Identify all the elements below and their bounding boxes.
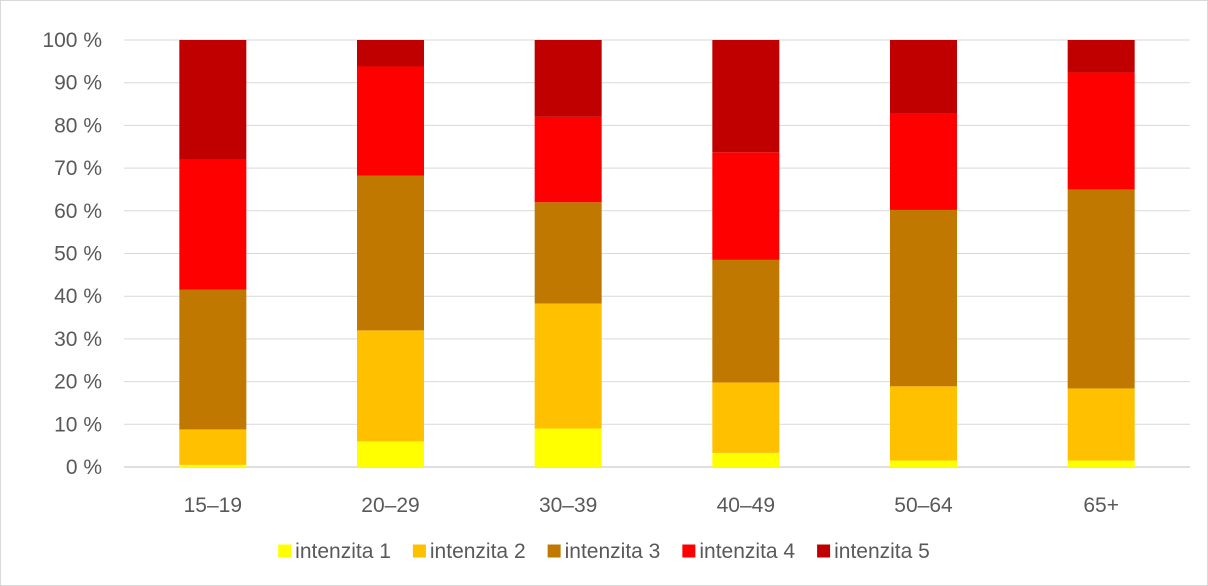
bar-segment-intenzita-2-20–29	[357, 330, 424, 442]
gridlines	[124, 39, 1190, 468]
bar-segment-intenzita-5-65+	[1067, 40, 1135, 73]
x-tick-label: 20–29	[361, 494, 419, 517]
legend-label: intenzita 3	[565, 540, 661, 563]
bar-segment-intenzita-1-20–29	[357, 441, 424, 467]
bar-segment-intenzita-1-65+	[1067, 460, 1135, 467]
bar-segment-intenzita-4-40–49	[712, 152, 780, 260]
legend-swatch	[682, 544, 696, 558]
x-tick-label: 30–39	[539, 494, 597, 517]
y-tick-label: 40 %	[54, 285, 102, 308]
y-tick-label: 30 %	[54, 328, 102, 351]
bar-segment-intenzita-2-40–49	[712, 382, 780, 453]
y-tick-label: 60 %	[54, 200, 102, 223]
y-tick-label: 80 %	[54, 114, 102, 137]
x-tick-label: 40–49	[717, 494, 775, 517]
legend-swatch	[278, 544, 292, 558]
x-tick-label: 65+	[1083, 494, 1119, 517]
y-tick-label: 50 %	[54, 243, 102, 266]
bar-segment-intenzita-1-30–39	[534, 428, 602, 467]
bar-segment-intenzita-2-50–64	[890, 386, 957, 461]
bar-segment-intenzita-3-65+	[1067, 189, 1135, 389]
x-tick-label: 15–19	[184, 494, 242, 517]
bar-segment-intenzita-3-15–19	[179, 289, 247, 430]
bar-segment-intenzita-2-65+	[1067, 388, 1135, 461]
bar-segment-intenzita-2-15–19	[179, 429, 247, 465]
legend: intenzita 1 intenzita 2 intenzita 3 intenzi…	[278, 540, 930, 563]
bar-segment-intenzita-1-50–64	[890, 460, 957, 467]
legend-swatch	[817, 544, 831, 558]
legend-label: intenzita 1	[295, 540, 391, 563]
legend-label: intenzita 4	[699, 540, 795, 563]
y-tick-label: 70 %	[54, 157, 102, 180]
legend-swatch	[547, 544, 561, 558]
bar-segment-intenzita-5-40–49	[712, 40, 780, 153]
y-tick-label: 90 %	[54, 72, 102, 95]
bars	[179, 40, 1135, 467]
bar-segment-intenzita-4-20–29	[357, 66, 424, 176]
y-tick-label: 20 %	[54, 371, 102, 394]
bar-segment-intenzita-5-20–29	[357, 40, 424, 67]
bar-segment-intenzita-2-30–39	[534, 303, 602, 429]
x-axis-ticks: 15–19 20–29 30–39 40–49 50–64 65+	[184, 494, 1119, 517]
y-tick-label: 0 %	[66, 456, 102, 479]
bar-segment-intenzita-4-15–19	[179, 159, 247, 290]
bar-segment-intenzita-5-50–64	[890, 40, 957, 114]
bar-segment-intenzita-3-30–39	[534, 202, 602, 304]
x-tick-label: 50–64	[894, 494, 953, 517]
legend-swatch	[412, 544, 426, 558]
bar-segment-intenzita-1-40–49	[712, 452, 780, 467]
bar-segment-intenzita-4-30–39	[534, 116, 602, 203]
bar-segment-intenzita-4-50–64	[890, 113, 957, 210]
bar-segment-intenzita-4-65+	[1067, 72, 1135, 190]
bar-segment-intenzita-3-40–49	[712, 259, 780, 383]
bar-segment-intenzita-5-30–39	[534, 40, 602, 117]
bar-segment-intenzita-3-20–29	[357, 175, 424, 331]
bar-segment-intenzita-3-50–64	[890, 209, 957, 387]
y-axis-ticks: 0 % 10 % 20 % 30 % 40 % 50 % 60 % 70 % 80 % 90 % 1…	[42, 29, 102, 479]
y-tick-label: 100 %	[42, 29, 102, 52]
bar-segment-intenzita-5-15–19	[179, 40, 247, 160]
bar-segment-intenzita-1-15–19	[179, 464, 247, 467]
legend-label: intenzita 2	[430, 540, 526, 563]
legend-label: intenzita 5	[834, 540, 930, 563]
y-tick-label: 10 %	[54, 413, 102, 436]
